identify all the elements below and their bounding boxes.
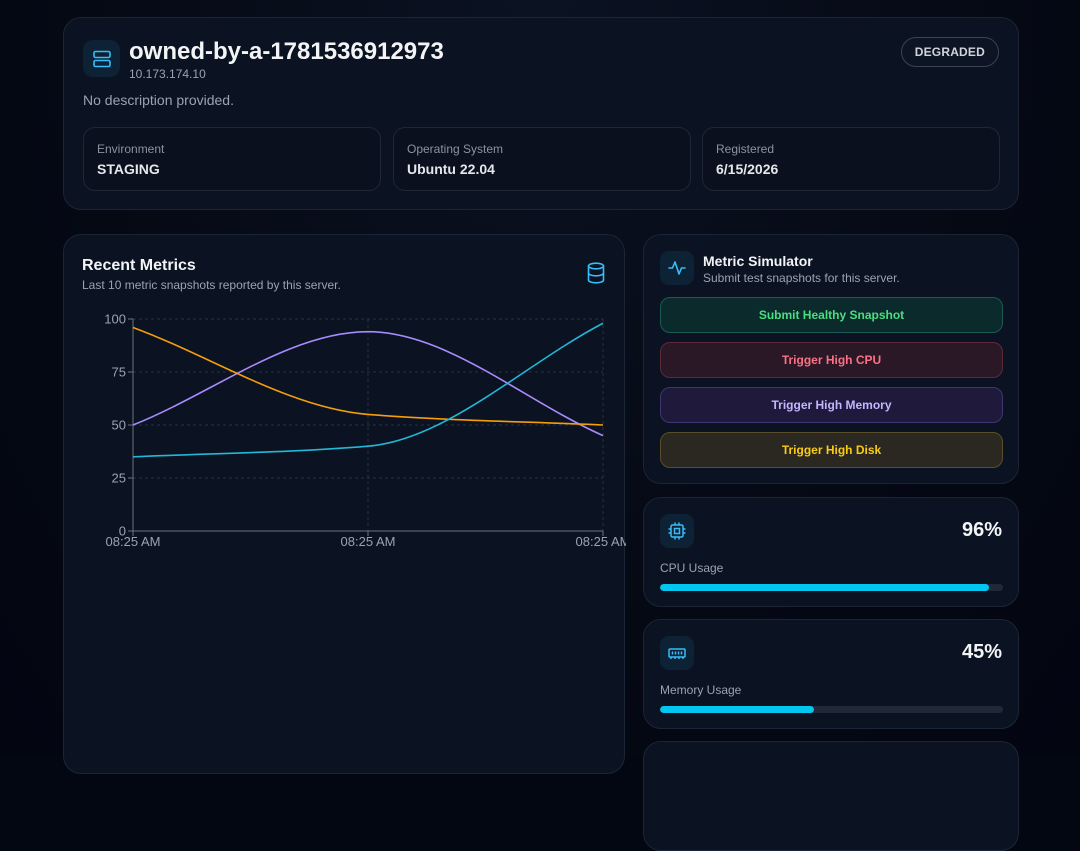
memory-usage-bar [660,706,1003,713]
info-value: Ubuntu 22.04 [407,161,495,177]
server-description: No description provided. [83,92,234,108]
server-header-card: owned-by-a-1781536912973 10.173.174.10 N… [63,17,1019,210]
activity-icon [660,251,694,285]
metrics-subtitle: Last 10 metric snapshots reported by thi… [82,278,341,292]
y-tick-label: 50 [112,418,126,433]
memory-icon [660,636,694,670]
info-label: Operating System [407,142,504,156]
recent-metrics-card: Recent Metrics Last 10 metric snapshots … [63,234,626,774]
cpu-icon [660,514,694,548]
simulator-title: Metric Simulator [703,253,813,269]
database-icon [587,262,605,284]
trigger-high-disk-button[interactable]: Trigger High Disk [660,432,1003,468]
cpu-usage-value: 96% [961,519,1002,541]
metrics-chart: 0 25 50 75 100 08:25 AM 08:25 AM 08:25 AM [104,312,626,550]
x-tick-label: 08:25 AM [341,534,396,549]
server-ip: 10.173.174.10 [129,67,206,81]
info-registered: Registered 6/15/2026 [702,127,1000,191]
y-tick-label: 0 [119,524,126,539]
x-tick-label: 08:25 AM [576,534,626,549]
y-tick-label: 75 [112,365,126,380]
submit-healthy-snapshot-button[interactable]: Submit Healthy Snapshot [660,297,1003,333]
y-tick-label: 100 [104,312,126,327]
info-label: Environment [97,142,165,156]
metrics-title: Recent Metrics [82,257,196,274]
info-label: Registered [716,142,775,156]
server-icon [83,40,120,77]
cpu-usage-bar-fill [660,584,990,591]
disk-usage-card [643,741,1019,851]
info-environment: Environment STAGING [83,127,381,191]
info-operating-system: Operating System Ubuntu 22.04 [393,127,691,191]
metric-simulator-card: Metric Simulator Submit test snapshots f… [643,234,1019,484]
cpu-usage-bar [660,584,1003,591]
series-line-2 [132,322,604,458]
info-value: STAGING [97,161,160,177]
info-value: 6/15/2026 [716,161,779,177]
memory-usage-bar-fill [660,706,815,713]
series-line-1 [132,326,604,426]
trigger-high-cpu-button[interactable]: Trigger High CPU [660,342,1003,378]
series-line-0 [132,330,604,437]
x-tick-label: 08:25 AM [106,534,161,549]
cpu-usage-card: 96% CPU Usage [643,497,1019,607]
memory-usage-card: 45% Memory Usage [643,619,1019,729]
memory-usage-value: 45% [961,641,1002,663]
y-tick-label: 25 [112,471,126,486]
memory-usage-label: Memory Usage [660,683,742,697]
trigger-high-memory-button[interactable]: Trigger High Memory [660,387,1003,423]
simulator-subtitle: Submit test snapshots for this server. [703,271,900,285]
server-name: owned-by-a-1781536912973 [129,38,444,65]
status-badge: DEGRADED [900,37,999,67]
cpu-usage-label: CPU Usage [660,561,724,575]
